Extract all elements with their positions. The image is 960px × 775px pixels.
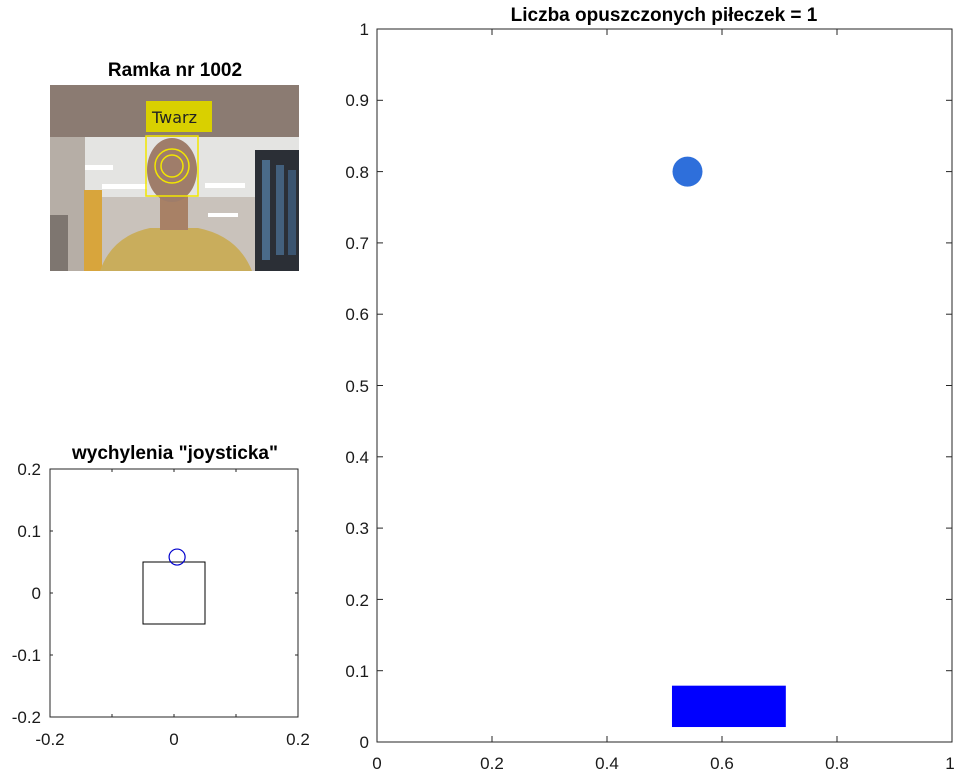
game-title: Liczba opuszczonych piłeczek = 1 <box>511 5 818 26</box>
game-x-tick-label: 0.2 <box>480 754 504 773</box>
game-x-tick-labels: 0 0.2 0.4 0.6 0.8 1 <box>372 754 954 773</box>
game-y-tick-label: 0.3 <box>345 519 369 538</box>
game-ticks <box>376 28 953 743</box>
game-x-tick-label: 0 <box>372 754 381 773</box>
game-axes <box>376 28 953 743</box>
paddle[interactable] <box>671 685 786 728</box>
game-y-tick-label: 0.8 <box>345 163 369 182</box>
joystick-x-tick-label: -0.2 <box>35 730 64 749</box>
face-label-box <box>146 101 212 132</box>
game-y-tick-label: 0.2 <box>345 591 369 610</box>
game-x-tick-label: 0.8 <box>825 754 849 773</box>
ball <box>672 156 703 187</box>
joystick-title: wychylenia "joysticka" <box>71 443 278 464</box>
joystick-y-tick-labels: 0.2 0.1 0 -0.1 -0.2 <box>12 460 41 727</box>
game-y-tick-label: 0.9 <box>345 91 369 110</box>
joystick-y-tick-label: 0.2 <box>17 460 41 479</box>
game-y-tick-labels: 1 0.9 0.8 0.7 0.6 0.5 0.4 0.3 0.2 0.1 0 <box>345 20 369 752</box>
game-y-tick-label: 0 <box>360 733 369 752</box>
face-ring-inner <box>160 154 184 178</box>
game-y-tick-label: 0.4 <box>345 448 369 467</box>
joystick-x-tick-label: 0.2 <box>286 730 310 749</box>
face-label: Twarz <box>151 108 197 127</box>
face-ring-outer <box>154 148 190 184</box>
joystick-y-tick-label: -0.2 <box>12 708 41 727</box>
game-x-tick-label: 0.6 <box>710 754 734 773</box>
joystick-dead-zone <box>142 561 206 625</box>
joystick-y-tick-label: 0.1 <box>17 522 41 541</box>
joystick-y-tick-label: -0.1 <box>12 646 41 665</box>
camera-frame: Twarz <box>50 85 299 271</box>
joystick-pointer <box>168 548 186 566</box>
joystick-ticks <box>49 468 299 718</box>
game-y-tick-label: 0.5 <box>345 377 369 396</box>
camera-title: Ramka nr 1002 <box>108 60 242 81</box>
joystick-y-tick-label: 0 <box>32 584 41 603</box>
joystick-axes <box>49 468 299 718</box>
game-x-tick-label: 0.4 <box>595 754 619 773</box>
face-box <box>145 135 199 197</box>
game-y-tick-label: 0.6 <box>345 305 369 324</box>
joystick-x-tick-label: 0 <box>169 730 178 749</box>
game-y-tick-label: 0.1 <box>345 662 369 681</box>
game-x-tick-label: 1 <box>945 754 954 773</box>
joystick-x-tick-labels: -0.2 0 0.2 <box>35 730 309 749</box>
game-y-tick-label: 0.7 <box>345 234 369 253</box>
game-y-tick-label: 1 <box>360 20 369 39</box>
